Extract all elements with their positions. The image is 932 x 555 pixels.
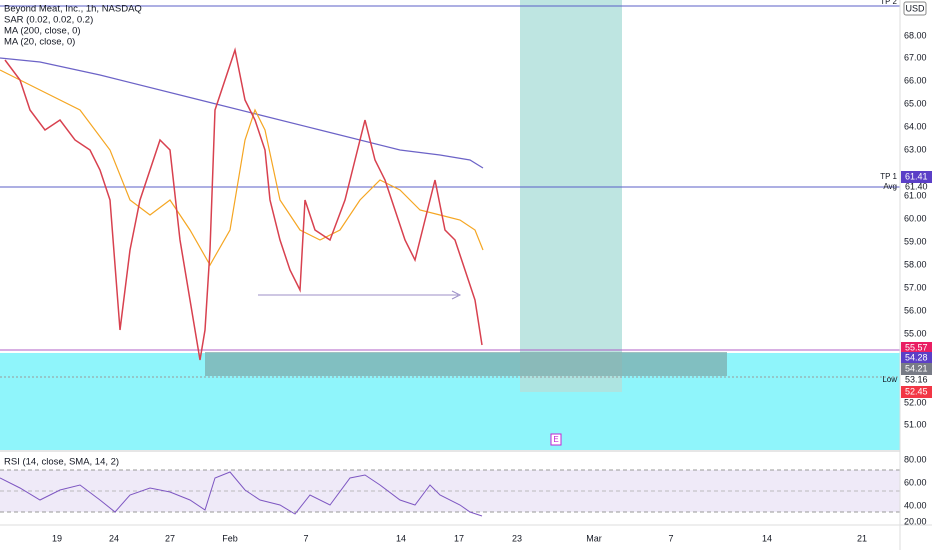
price-tag-label: 52.45 (905, 386, 928, 396)
date-label: 7 (668, 533, 673, 543)
date-label: Mar (586, 533, 602, 543)
tag-note: Avg (883, 182, 897, 191)
price-label: 67.00 (904, 52, 927, 62)
price-tag-label: 54.28 (905, 352, 928, 362)
price-tag (901, 352, 932, 364)
price-tag (901, 342, 932, 354)
arrow-head (451, 290, 462, 300)
price-label: 61.00 (904, 190, 927, 200)
date-label: 17 (454, 533, 464, 543)
date-label: 23 (512, 533, 522, 543)
price-label: 51.00 (904, 419, 927, 429)
price-tag-label: 55.57 (905, 342, 928, 352)
currency: USD (905, 3, 925, 13)
currency-box (903, 1, 927, 16)
indicator-label: SAR (0.02, 0.02, 0.2) (4, 15, 93, 26)
price-label: 68.00 (904, 30, 927, 40)
indicator-label: MA (20, close, 0) (4, 37, 75, 48)
date-label: 7 (303, 533, 308, 543)
rsi-label: 20.00 (904, 516, 927, 526)
price-tag-label: 53.16 (905, 374, 928, 384)
price-label: 63.00 (904, 144, 927, 154)
price-tag (901, 386, 932, 398)
price-tag-label: 61.41 (905, 171, 928, 181)
date-label: 19 (52, 533, 62, 543)
earnings-marker: E (553, 435, 558, 444)
price-label: 59.00 (904, 236, 927, 246)
price-series (4, 47, 483, 361)
price-tag-label: 54.21 (905, 363, 928, 373)
rsi-label: 40.00 (904, 500, 927, 510)
date-label: 14 (762, 533, 772, 543)
rsi-label: 80.00 (904, 454, 927, 464)
position-box (205, 352, 727, 376)
price-tag-label: 61.40 (905, 181, 928, 191)
price-label: 57.00 (904, 282, 927, 292)
symbol-title: Beyond Meat, Inc., 1h, NASDAQ (4, 4, 142, 15)
price-label: 66.00 (904, 75, 927, 85)
price-label: 56.00 (904, 305, 927, 315)
time-window (520, 0, 622, 392)
date-label: 14 (396, 533, 406, 543)
tag-note: TP 2 (880, 0, 897, 6)
price-label: 65.00 (904, 98, 927, 108)
date-label: 21 (857, 533, 867, 543)
ma20 (0, 69, 484, 267)
price-label: 55.00 (904, 328, 927, 338)
date-label: 24 (109, 533, 119, 543)
price-label: 58.00 (904, 259, 927, 269)
earnings-box (550, 433, 562, 446)
rsi-label: 60.00 (904, 477, 927, 487)
tag-note: Low (882, 375, 897, 384)
date-label: Feb (222, 533, 238, 543)
date-label: 27 (165, 533, 175, 543)
price-tag (901, 171, 932, 183)
price-label: 52.00 (904, 397, 927, 407)
indicator-label: MA (200, close, 0) (4, 26, 81, 37)
price-label: 60.00 (904, 213, 927, 223)
rsi-title: RSI (14, close, SMA, 14, 2) (4, 457, 119, 468)
price-tag (901, 363, 932, 375)
price-label: 64.00 (904, 121, 927, 131)
rsi-line (0, 471, 483, 517)
ma200 (0, 57, 484, 169)
tag-note: TP 1 (880, 172, 897, 181)
